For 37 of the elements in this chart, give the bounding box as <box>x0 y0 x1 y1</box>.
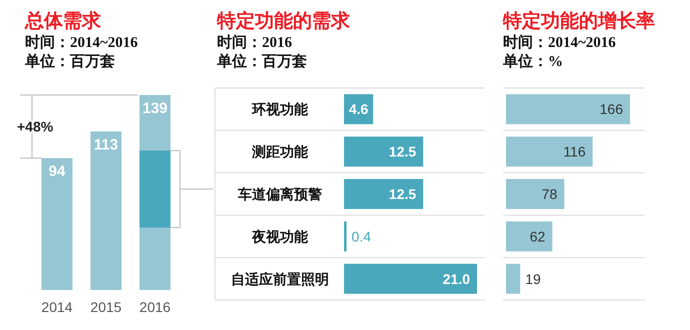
data-label: 94 <box>48 163 66 180</box>
chart-title: 特定功能的增长率 <box>502 10 655 32</box>
x-tick-label: 2014 <box>41 299 73 315</box>
y-tick-label: 车道偏离预警 <box>237 186 322 202</box>
data-label: 62 <box>530 228 546 244</box>
data-label: 0.4 <box>352 228 372 244</box>
annotation: +48% <box>17 118 54 135</box>
chart-title: 总体需求 <box>24 10 102 32</box>
bar <box>344 221 347 252</box>
bar <box>344 136 424 167</box>
data-label: 113 <box>94 136 118 154</box>
bar <box>506 136 593 167</box>
bar <box>344 179 424 209</box>
bar <box>506 179 564 209</box>
data-label: 78 <box>542 186 558 202</box>
y-tick-label: 夜视功能 <box>251 228 309 244</box>
data-label: 166 <box>600 101 624 118</box>
data-label: 21.0 <box>442 270 470 287</box>
data-label: 12.5 <box>388 144 416 160</box>
x-tick-label: 2016 <box>139 299 171 315</box>
chart-subtitle: 时间：2016 单位：百万套 <box>216 34 307 70</box>
chart-subtitle: 时间：2014~2016 单位：百万套 <box>24 34 138 70</box>
data-label: 139 <box>142 100 168 117</box>
bar <box>506 264 520 294</box>
chart-subtitle: 时间：2014~2016 单位：% <box>502 34 616 70</box>
y-tick-label: 测距功能 <box>251 144 309 160</box>
bar <box>506 221 552 252</box>
bar <box>344 264 477 294</box>
data-label: 12.5 <box>388 186 416 202</box>
data-label: 116 <box>563 144 586 160</box>
y-tick-label: 自适应前置照明 <box>231 270 329 287</box>
chart-title: 特定功能的需求 <box>216 10 351 32</box>
bar <box>506 94 630 124</box>
x-tick-label: 2015 <box>90 299 122 315</box>
y-tick-label: 环视功能 <box>251 101 309 118</box>
data-label: 4.6 <box>348 101 369 118</box>
data-label: 19 <box>525 270 541 287</box>
